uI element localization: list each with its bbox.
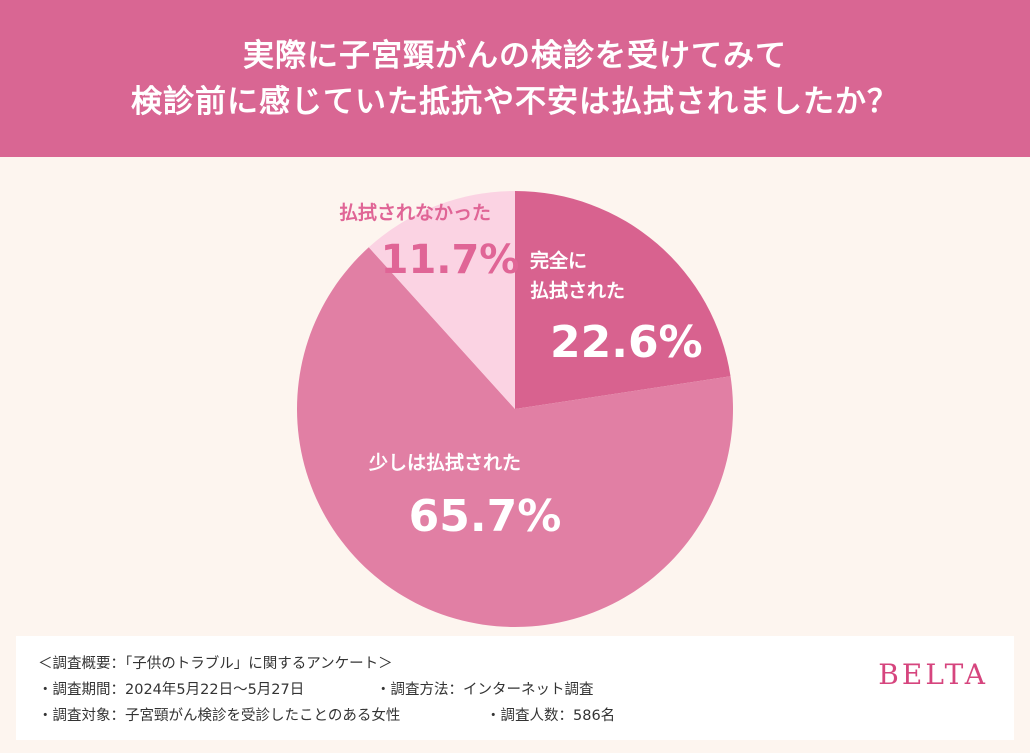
chart-title: 実際に子宮頸がんの検診を受けてみて 検診前に感じていた抵抗や不安は払拭されました… — [0, 0, 1030, 157]
slice-value-0: 22.6% — [550, 317, 703, 368]
survey-target: ・調査対象：子宮頸がん検診を受診したことのある女性 — [38, 708, 401, 724]
slice-label-2-0: 払拭されなかった — [339, 201, 491, 224]
slice-label-0-1: 払拭された — [530, 279, 625, 302]
survey-summary: ＜調査概要：「子供のトラブル」に関するアンケート＞ — [38, 656, 393, 672]
survey-period: ・調査期間：2024年5月22日〜5月27日 — [38, 682, 305, 698]
title-line-2: 検診前に感じていた抵抗や不安は払拭されましたか？ — [131, 83, 899, 120]
pie-slice-2 — [368, 191, 515, 409]
survey-period-row: ・調査期間：2024年5月22日〜5月27日 ・調査方法：インターネット調査 — [38, 678, 594, 699]
pie-slice-1 — [296, 247, 733, 627]
slice-value-2: 11.7% — [381, 237, 520, 283]
slice-label-0-0: 完全に — [530, 249, 587, 272]
pie-slice-0 — [515, 191, 731, 409]
slice-value-1: 65.7% — [409, 491, 562, 542]
survey-count: ・調査人数：586名 — [486, 708, 616, 724]
title-line-1: 実際に子宮頸がんの検診を受けてみて — [243, 37, 787, 74]
slice-label-1-0: 少しは払拭された — [368, 451, 521, 474]
survey-footer: ＜調査概要：「子供のトラブル」に関するアンケート＞ ・調査期間：2024年5月2… — [16, 636, 1014, 740]
survey-target-row: ・調査対象：子宮頸がん検診を受診したことのある女性 ・調査人数：586名 — [38, 704, 615, 725]
belta-logo: BELTA — [878, 658, 988, 691]
survey-method: ・調査方法：インターネット調査 — [376, 682, 594, 698]
